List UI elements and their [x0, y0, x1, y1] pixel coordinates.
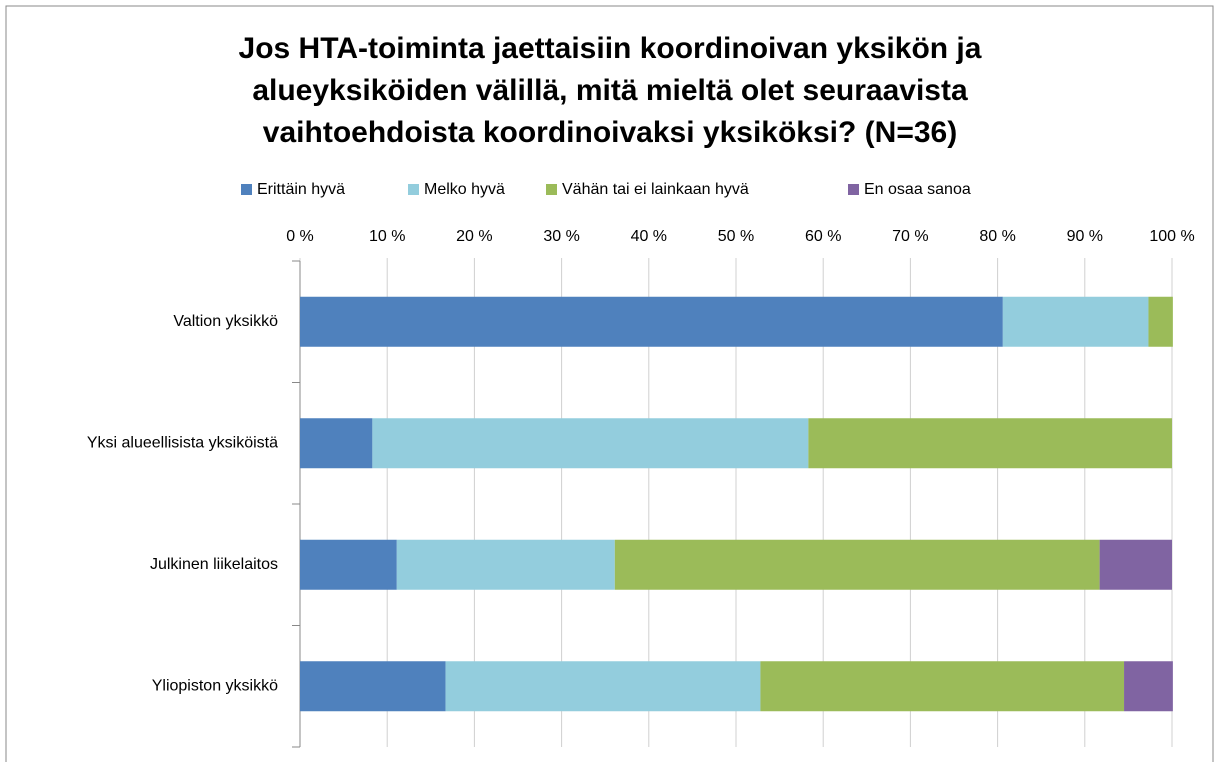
- x-tick-label: 30 %: [543, 228, 579, 245]
- bar-segment: [300, 539, 397, 590]
- bar-segment: [445, 661, 761, 712]
- x-tick-label: 10 %: [369, 228, 405, 245]
- x-tick-label: 20 %: [456, 228, 492, 245]
- x-tick-label: 90 %: [1067, 228, 1103, 245]
- y-tick-label: Yliopiston yksikkö: [152, 677, 278, 694]
- bar-segment: [300, 418, 373, 469]
- bar-segment: [1124, 661, 1173, 712]
- x-tick-label: 0 %: [286, 228, 314, 245]
- y-tick-label: Valtion yksikkö: [173, 313, 278, 330]
- bar-segment: [396, 539, 615, 590]
- bar-segment: [614, 539, 1100, 590]
- x-tick-label: 60 %: [805, 228, 841, 245]
- bar-segment: [1099, 539, 1172, 590]
- bar-segment: [300, 661, 446, 712]
- legend-label: Erittäin hyvä: [257, 181, 345, 198]
- legend-swatch: [241, 184, 252, 195]
- legend-label: En osaa sanoa: [864, 181, 971, 198]
- legend-label: Vähän tai ei lainkaan hyvä: [562, 181, 749, 198]
- bar-segment: [1148, 296, 1173, 347]
- legend-swatch: [848, 184, 859, 195]
- x-tick-label: 50 %: [718, 228, 754, 245]
- x-tick-label: 70 %: [892, 228, 928, 245]
- y-tick-label: Yksi alueellisista yksiköistä: [87, 434, 278, 451]
- bar-segment: [1002, 296, 1149, 347]
- bar-segment: [300, 296, 1003, 347]
- bar-segment: [372, 418, 809, 469]
- x-tick-label: 80 %: [979, 228, 1015, 245]
- bar-segment: [808, 418, 1172, 469]
- y-tick-label: Julkinen liikelaitos: [150, 556, 278, 573]
- legend-swatch: [408, 184, 419, 195]
- bar-segment: [760, 661, 1125, 712]
- chart-title: Jos HTA-toiminta jaettaisiin koordinoiva…: [238, 32, 982, 149]
- chart-frame: [5, 5, 1214, 762]
- x-tick-label: 100 %: [1149, 228, 1194, 245]
- legend-swatch: [546, 184, 557, 195]
- legend-label: Melko hyvä: [424, 181, 505, 198]
- x-tick-label: 40 %: [631, 228, 667, 245]
